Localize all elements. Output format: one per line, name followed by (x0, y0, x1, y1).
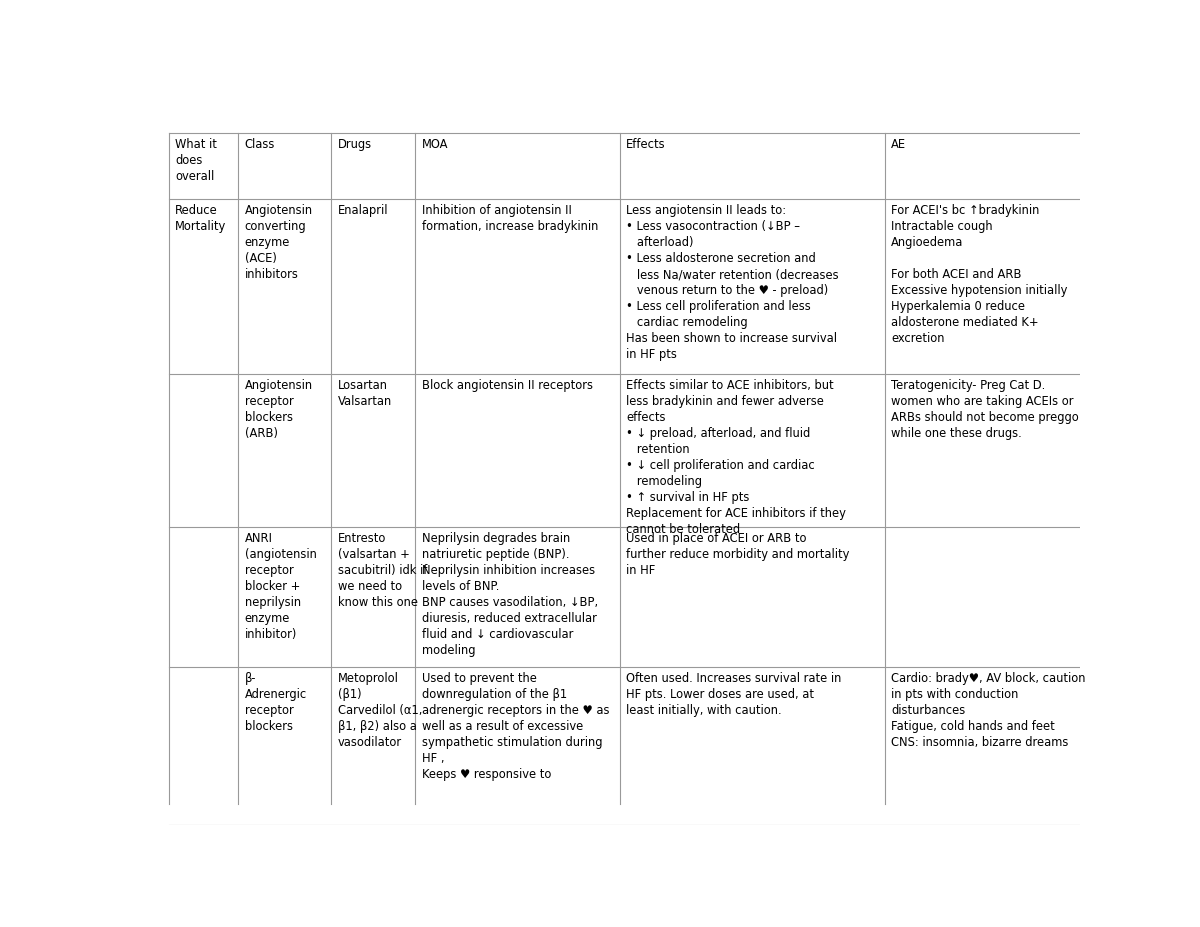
Text: Used in place of ACEI or ARB to
further reduce morbidity and mortality
in HF: Used in place of ACEI or ARB to further … (626, 532, 850, 578)
Text: Block angiotensin II receptors: Block angiotensin II receptors (421, 379, 593, 392)
Text: Effects similar to ACE inhibitors, but
less bradykinin and fewer adverse
effects: Effects similar to ACE inhibitors, but l… (626, 379, 846, 536)
Text: Angiotensin
converting
enzyme
(ACE)
inhibitors: Angiotensin converting enzyme (ACE) inhi… (245, 204, 313, 281)
Text: Angiotensin
receptor
blockers
(ARB): Angiotensin receptor blockers (ARB) (245, 379, 313, 440)
Text: What it
does
overall: What it does overall (175, 137, 217, 183)
Text: Effects: Effects (626, 137, 666, 151)
Text: Inhibition of angiotensin II
formation, increase bradykinin: Inhibition of angiotensin II formation, … (421, 204, 598, 233)
Text: AE: AE (892, 137, 906, 151)
Text: Neprilysin degrades brain
natriuretic peptide (BNP).
Neprilysin inhibition incre: Neprilysin degrades brain natriuretic pe… (421, 532, 598, 657)
Text: Entresto
(valsartan +
sacubitril) idk if
we need to
know this one: Entresto (valsartan + sacubitril) idk if… (338, 532, 427, 609)
Text: For ACEI's bc ↑bradykinin
Intractable cough
Angioedema

For both ACEI and ARB
Ex: For ACEI's bc ↑bradykinin Intractable co… (892, 204, 1068, 345)
Text: Cardio: brady♥, AV block, caution
in pts with conduction
disturbances
Fatigue, c: Cardio: brady♥, AV block, caution in pts… (892, 671, 1086, 749)
Text: Losartan
Valsartan: Losartan Valsartan (338, 379, 392, 408)
Text: Reduce
Mortality: Reduce Mortality (175, 204, 227, 233)
Text: Often used. Increases survival rate in
HF pts. Lower doses are used, at
least in: Often used. Increases survival rate in H… (626, 671, 841, 717)
Text: Used to prevent the
downregulation of the β1
adrenergic receptors in the ♥ as
we: Used to prevent the downregulation of th… (421, 671, 610, 781)
Text: Less angiotensin II leads to:
• Less vasocontraction (↓BP –
   afterload)
• Less: Less angiotensin II leads to: • Less vas… (626, 204, 839, 361)
Text: Drugs: Drugs (338, 137, 372, 151)
Text: Metoprolol
(β1)
Carvedilol (α1,
β1, β2) also a
vasodilator: Metoprolol (β1) Carvedilol (α1, β1, β2) … (338, 671, 422, 749)
Text: MOA: MOA (421, 137, 448, 151)
Text: Class: Class (245, 137, 275, 151)
Text: β-
Adrenergic
receptor
blockers: β- Adrenergic receptor blockers (245, 671, 307, 732)
Text: Teratogenicity- Preg Cat D.
women who are taking ACEIs or
ARBs should not become: Teratogenicity- Preg Cat D. women who ar… (892, 379, 1079, 440)
Text: ANRI
(angiotensin
receptor
blocker +
neprilysin
enzyme
inhibitor): ANRI (angiotensin receptor blocker + nep… (245, 532, 317, 641)
Text: Enalapril: Enalapril (338, 204, 389, 217)
